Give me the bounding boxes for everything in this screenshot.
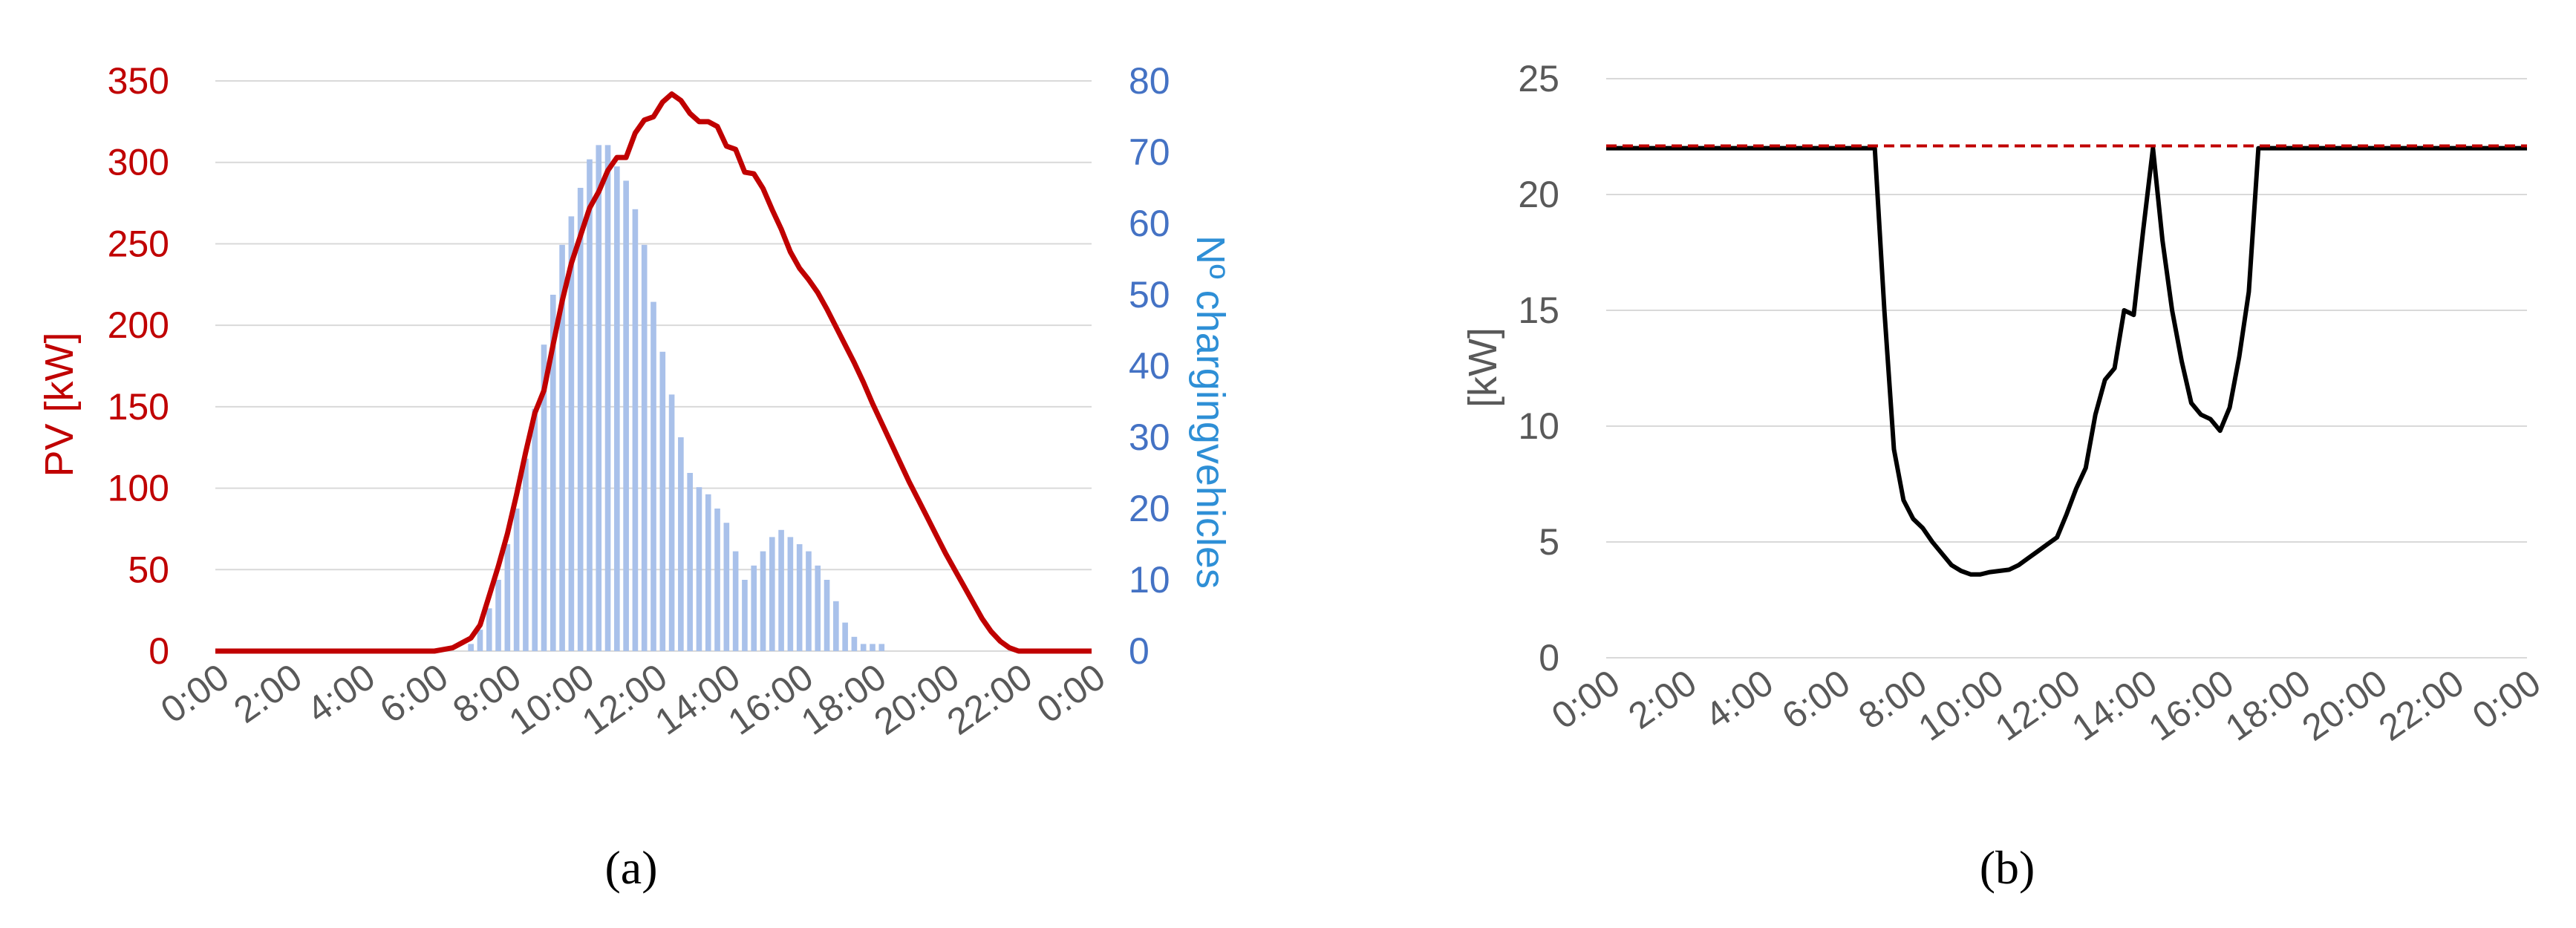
bar-charging-vehicles: [687, 473, 693, 651]
bar-charging-vehicles: [477, 630, 483, 651]
series-line-pv: [215, 91, 1092, 654]
y-tick-label-b: 25: [1518, 58, 1559, 99]
x-tick-label-b: 12:00: [1988, 661, 2088, 749]
bar-charging-vehicles: [504, 544, 511, 651]
y-left-axis-label-a: PV [kW]: [37, 332, 82, 477]
bar-charging-vehicles: [870, 644, 875, 651]
y-tick-label-b: 15: [1518, 290, 1559, 331]
x-tick-label-a: 22:00: [939, 656, 1040, 743]
x-tick-label-a: 16:00: [720, 656, 821, 743]
bar-charging-vehicles: [641, 244, 648, 651]
y-right-axis-label-a: Nº chargingvehicles: [1188, 235, 1233, 589]
bar-charging-vehicles: [468, 644, 474, 651]
y-right-tick-label-a: 60: [1129, 203, 1170, 244]
bar-charging-vehicles: [751, 565, 757, 651]
bar-charging-vehicles: [541, 344, 547, 651]
x-tick-label-b: 6:00: [1774, 661, 1857, 737]
bar-charging-vehicles: [577, 188, 584, 651]
bar-charging-vehicles: [486, 608, 492, 651]
bar-charging-vehicles: [550, 295, 556, 651]
y-left-tick-label-a: 200: [108, 304, 169, 346]
x-tick-label-a: 4:00: [299, 656, 382, 731]
x-tick-label-b: 20:00: [2295, 661, 2395, 749]
bar-charging-vehicles: [668, 394, 675, 651]
y-right-tick-label-a: 50: [1129, 274, 1170, 316]
bar-charging-vehicles: [623, 180, 629, 651]
y-left-tick-label-a: 50: [128, 549, 169, 590]
y-right-tick-label-a: 40: [1129, 345, 1170, 387]
y-right-tick-label-a: 80: [1129, 60, 1170, 102]
bar-charging-vehicles: [614, 166, 620, 651]
bar-charging-vehicles: [632, 209, 639, 651]
y-right-tick-label-a: 0: [1129, 630, 1150, 672]
x-tick-label-b: 16:00: [2141, 661, 2241, 749]
y-right-tick-label-a: 20: [1129, 488, 1170, 529]
x-tick-label-b: 2:00: [1621, 661, 1704, 737]
bar-charging-vehicles: [860, 644, 867, 651]
y-tick-label-b: 20: [1518, 174, 1559, 215]
bar-charging-vehicles: [769, 537, 775, 651]
y-left-tick-label-a: 250: [108, 223, 169, 264]
panel-label-a: (a): [604, 841, 657, 894]
y-left-tick-label-a: 350: [108, 60, 169, 102]
bar-charging-vehicles: [696, 487, 702, 651]
bar-charging-vehicles: [851, 636, 858, 651]
bar-charging-vehicles: [842, 622, 848, 651]
bar-charging-vehicles: [760, 551, 766, 651]
x-tick-label-b: 0:00: [2465, 661, 2548, 737]
bar-charging-vehicles: [732, 551, 739, 651]
bar-charging-vehicles: [742, 580, 748, 651]
bar-charging-vehicles: [604, 145, 611, 651]
y-tick-label-b: 10: [1518, 405, 1559, 447]
bar-charging-vehicles: [723, 523, 730, 651]
x-tick-label-b: 10:00: [1911, 661, 2011, 749]
y-tick-label-b: 5: [1539, 521, 1559, 563]
x-tick-label-a: 0:00: [1029, 656, 1112, 731]
x-tick-label-b: 22:00: [2371, 661, 2471, 749]
bar-charging-vehicles: [532, 408, 538, 651]
y-left-tick-label-a: 150: [108, 386, 169, 428]
y-left-tick-label-a: 300: [108, 142, 169, 183]
bar-charging-vehicles: [568, 216, 575, 651]
bar-charging-vehicles: [559, 244, 565, 651]
bar-charging-vehicles: [495, 580, 501, 651]
x-tick-label-b: 14:00: [2064, 661, 2165, 749]
y-left-tick-label-a: 0: [149, 630, 169, 672]
bar-charging-vehicles: [678, 437, 684, 651]
series-line-power: [1606, 146, 2527, 577]
y-right-tick-label-a: 10: [1129, 559, 1170, 601]
y-tick-label-b: 0: [1539, 637, 1559, 679]
panel-label-b: (b): [1980, 841, 2035, 894]
bar-charging-vehicles: [787, 537, 794, 651]
x-tick-label-a: 12:00: [575, 656, 675, 743]
bar-charging-vehicles: [806, 551, 812, 651]
bar-charging-vehicles: [596, 145, 602, 651]
bar-charging-vehicles: [824, 580, 830, 651]
y-right-tick-label-a: 30: [1129, 416, 1170, 458]
x-tick-label-a: 18:00: [794, 656, 894, 743]
x-tick-label-b: 18:00: [2218, 661, 2318, 749]
y-right-tick-label-a: 70: [1129, 131, 1170, 173]
bar-charging-vehicles: [796, 544, 803, 651]
bar-charging-vehicles: [815, 565, 821, 651]
x-tick-label-a: 10:00: [501, 656, 601, 743]
y-axis-label-b: [kW]: [1461, 327, 1505, 408]
bar-charging-vehicles: [714, 509, 720, 651]
bar-charging-vehicles: [878, 644, 885, 651]
x-tick-label-a: 6:00: [372, 656, 455, 731]
y-left-tick-label-a: 100: [108, 468, 169, 509]
bar-charging-vehicles: [523, 458, 529, 651]
bar-charging-vehicles: [705, 494, 711, 651]
bar-charging-vehicles: [587, 159, 593, 652]
x-tick-label-b: 4:00: [1698, 661, 1781, 737]
bar-charging-vehicles: [659, 351, 666, 651]
bar-charging-vehicles: [650, 301, 656, 651]
x-tick-label-a: 2:00: [226, 656, 310, 731]
bar-charging-vehicles: [778, 529, 784, 651]
x-tick-label-a: 20:00: [867, 656, 967, 743]
x-tick-label-a: 14:00: [648, 656, 748, 743]
bar-charging-vehicles: [833, 601, 839, 651]
bar-charging-vehicles: [513, 509, 520, 651]
